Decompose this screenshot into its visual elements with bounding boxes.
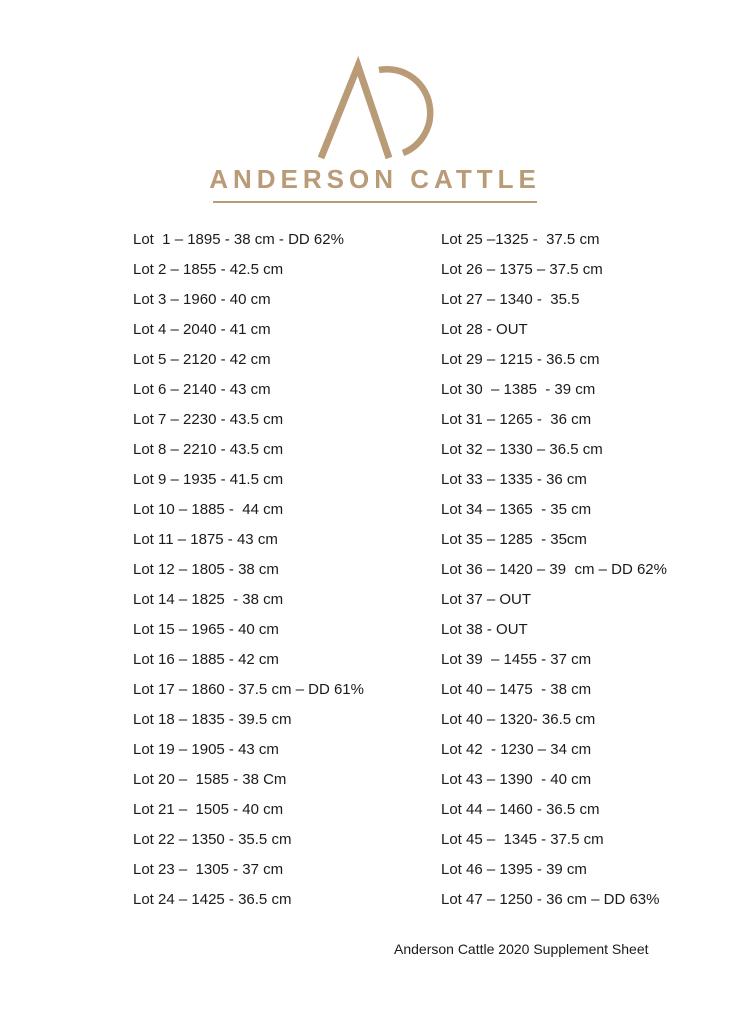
lot-row: Lot 25 –1325 - 37.5 cm bbox=[441, 231, 600, 248]
lot-row: Lot 22 – 1350 - 35.5 cm bbox=[133, 831, 292, 848]
lot-row: Lot 40 – 1320- 36.5 cm bbox=[441, 711, 596, 728]
lot-row: Lot 7 – 2230 - 43.5 cm bbox=[133, 411, 284, 428]
lot-row: Lot 34 – 1365 - 35 cm bbox=[441, 501, 592, 518]
lot-row: Lot 29 – 1215 - 36.5 cm bbox=[441, 351, 600, 368]
ac-monogram-icon bbox=[314, 55, 434, 161]
lot-row: Lot 45 – 1345 - 37.5 cm bbox=[441, 831, 604, 848]
lot-row: Lot 43 – 1390 - 40 cm bbox=[441, 771, 592, 788]
footer-caption: Anderson Cattle 2020 Supplement Sheet bbox=[394, 941, 649, 957]
lot-row: Lot 24 – 1425 - 36.5 cm bbox=[133, 891, 292, 908]
lot-row: Lot 47 – 1250 - 36 cm – DD 63% bbox=[441, 891, 660, 908]
lot-row: Lot 12 – 1805 - 38 cm bbox=[133, 561, 279, 578]
lot-row: Lot 35 – 1285 - 35cm bbox=[441, 531, 587, 548]
lot-row: Lot 8 – 2210 - 43.5 cm bbox=[133, 441, 284, 458]
lot-row: Lot 19 – 1905 - 43 cm bbox=[133, 741, 279, 758]
lot-list-right: Lot 25 –1325 - 37.5 cm Lot 26 – 1375 – 37… bbox=[441, 225, 667, 915]
lot-row: Lot 32 – 1330 – 36.5 cm bbox=[441, 441, 603, 458]
lot-row: Lot 2 – 1855 - 42.5 cm bbox=[133, 261, 284, 278]
lot-row: Lot 44 – 1460 - 36.5 cm bbox=[441, 801, 600, 818]
lot-list-left: Lot 1 – 1895 - 38 cm - DD 62% Lot 2 – 185… bbox=[133, 225, 364, 915]
lot-row: Lot 21 – 1505 - 40 cm bbox=[133, 801, 284, 818]
lot-row: Lot 11 – 1875 - 43 cm bbox=[133, 531, 278, 548]
lot-row: Lot 16 – 1885 - 42 cm bbox=[133, 651, 279, 668]
lot-row: Lot 37 – OUT bbox=[441, 591, 532, 608]
lot-row: Lot 31 – 1265 - 36 cm bbox=[441, 411, 592, 428]
logo-underline bbox=[213, 201, 537, 203]
lot-row: Lot 4 – 2040 - 41 cm bbox=[133, 321, 271, 338]
lot-row: Lot 38 - OUT bbox=[441, 621, 528, 638]
lot-row: Lot 1 – 1895 - 38 cm - DD 62% bbox=[133, 231, 344, 248]
lot-row: Lot 9 – 1935 - 41.5 cm bbox=[133, 471, 284, 488]
lot-row: Lot 5 – 2120 - 42 cm bbox=[133, 351, 271, 368]
lot-row: Lot 39 – 1455 - 37 cm bbox=[441, 651, 592, 668]
logo-wordmark: ANDERSON CATTLE bbox=[209, 164, 541, 194]
lot-row: Lot 3 – 1960 - 40 cm bbox=[133, 291, 271, 308]
anderson-cattle-logo: ANDERSON CATTLE bbox=[0, 0, 750, 210]
lot-row: Lot 23 – 1305 - 37 cm bbox=[133, 861, 284, 878]
lot-row: Lot 36 – 1420 – 39 cm – DD 62% bbox=[441, 561, 667, 578]
lot-row: Lot 40 – 1475 - 38 cm bbox=[441, 681, 592, 698]
lot-row: Lot 6 – 2140 - 43 cm bbox=[133, 381, 271, 398]
lot-row: Lot 15 – 1965 - 40 cm bbox=[133, 621, 279, 638]
lot-row: Lot 18 – 1835 - 39.5 cm bbox=[133, 711, 292, 728]
lot-row: Lot 33 – 1335 - 36 cm bbox=[441, 471, 587, 488]
lot-row: Lot 10 – 1885 - 44 cm bbox=[133, 501, 284, 518]
lot-row: Lot 46 – 1395 - 39 cm bbox=[441, 861, 587, 878]
lot-row: Lot 26 – 1375 – 37.5 cm bbox=[441, 261, 603, 278]
lot-row: Lot 28 - OUT bbox=[441, 321, 528, 338]
lot-row: Lot 27 – 1340 - 35.5 bbox=[441, 291, 580, 308]
lot-row: Lot 14 – 1825 - 38 cm bbox=[133, 591, 284, 608]
lot-row: Lot 30 – 1385 - 39 cm bbox=[441, 381, 596, 398]
lot-row: Lot 17 – 1860 - 37.5 cm – DD 61% bbox=[133, 681, 364, 698]
lot-row: Lot 42 - 1230 – 34 cm bbox=[441, 741, 592, 758]
lot-row: Lot 20 – 1585 - 38 Cm bbox=[133, 771, 287, 788]
